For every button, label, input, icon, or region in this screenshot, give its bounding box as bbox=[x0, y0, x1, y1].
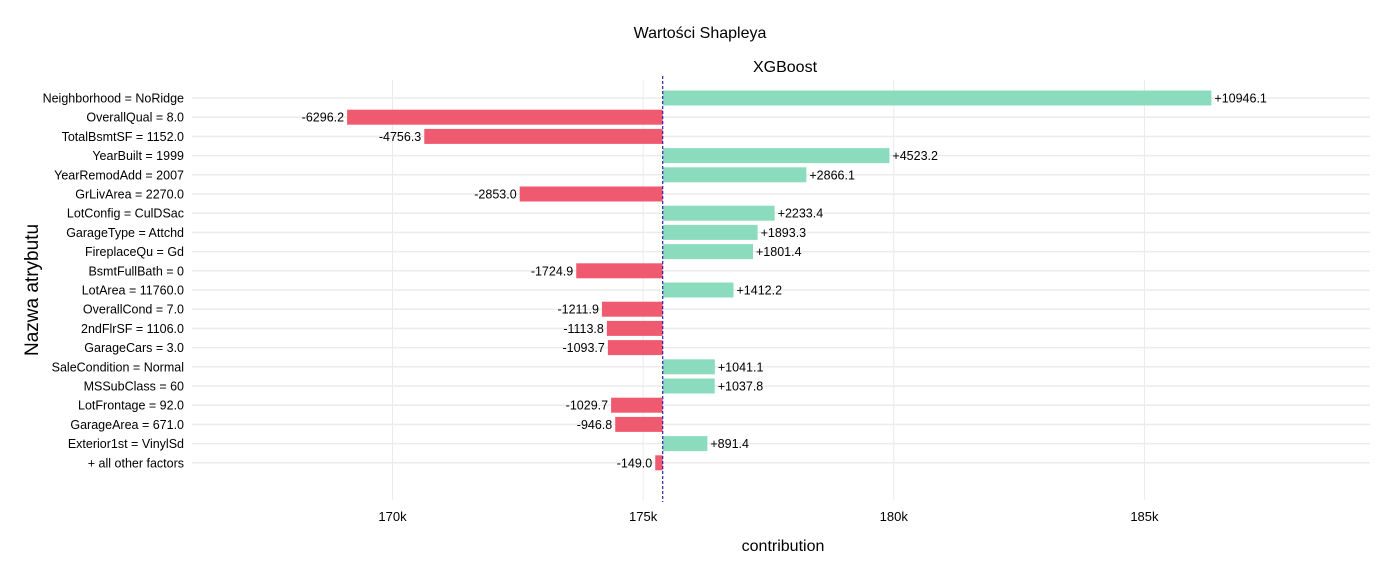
contribution-bar bbox=[611, 397, 663, 413]
y-category-label: + all other factors bbox=[88, 456, 184, 470]
contribution-bar bbox=[662, 244, 753, 260]
y-category-label: GarageCars = 3.0 bbox=[84, 341, 184, 355]
contribution-bar bbox=[347, 109, 663, 125]
x-axis-ticks: 170k 175k 180k 185k bbox=[378, 509, 1159, 524]
y-category-label: Neighborhood = NoRidge bbox=[43, 92, 184, 106]
y-category-label: OverallCond = 7.0 bbox=[83, 303, 184, 317]
y-category-label: BsmtFullBath = 0 bbox=[88, 264, 184, 278]
y-category-label: TotalBsmtSF = 1152.0 bbox=[62, 130, 184, 144]
x-axis-title: contribution bbox=[742, 538, 825, 555]
contribution-bar bbox=[519, 186, 663, 202]
contribution-bar bbox=[576, 263, 663, 279]
contribution-bar bbox=[607, 340, 663, 356]
bar-value-label: -2853.0 bbox=[474, 188, 516, 202]
bar-value-label: -4756.3 bbox=[379, 130, 421, 144]
bar-value-label: +2866.1 bbox=[809, 168, 855, 182]
bar-value-label: -1211.9 bbox=[557, 303, 599, 317]
bar-value-label: -1724.9 bbox=[531, 264, 573, 278]
bar-value-label: +1037.8 bbox=[718, 380, 764, 394]
contribution-bar bbox=[662, 359, 715, 375]
bar-value-label: +891.4 bbox=[710, 437, 749, 451]
y-category-label: LotFrontage = 92.0 bbox=[78, 399, 184, 413]
y-category-label: GarageArea = 671.0 bbox=[70, 418, 184, 432]
contribution-bar bbox=[615, 416, 663, 432]
bar-value-label: +2233.4 bbox=[778, 207, 824, 221]
x-tick-label: 170k bbox=[378, 509, 407, 524]
bar-value-label: +1041.1 bbox=[718, 360, 764, 374]
contribution-bar bbox=[606, 320, 663, 336]
bar-value-label: -1113.8 bbox=[563, 322, 604, 336]
y-category-label: YearRemodAdd = 2007 bbox=[54, 168, 184, 182]
y-category-label: GrLivArea = 2270.0 bbox=[75, 188, 184, 202]
y-axis-title: Nazwa atrybutu bbox=[22, 224, 43, 356]
chart-subtitle: XGBoost bbox=[753, 59, 818, 76]
bar-value-label: -149.0 bbox=[617, 456, 652, 470]
bar-value-label: +1801.4 bbox=[756, 245, 802, 259]
bar-value-label: +10946.1 bbox=[1214, 92, 1267, 106]
contribution-bar bbox=[601, 301, 663, 317]
y-category-label: 2ndFlrSF = 1106.0 bbox=[81, 322, 184, 336]
y-category-label: MSSubClass = 60 bbox=[84, 380, 184, 394]
contribution-bar bbox=[662, 378, 715, 394]
contribution-bar bbox=[662, 205, 775, 221]
bar-value-label: -946.8 bbox=[577, 418, 612, 432]
bars-layer bbox=[347, 90, 1212, 471]
labels-layer: Neighborhood = NoRidge +10946.1 OverallQua… bbox=[43, 92, 1267, 471]
y-category-label: LotConfig = CulDSac bbox=[67, 207, 184, 221]
bar-value-label: +1893.3 bbox=[761, 226, 807, 240]
y-category-label: Exterior1st = VinylSd bbox=[68, 437, 184, 451]
contribution-bar bbox=[662, 90, 1212, 106]
y-category-label: LotArea = 11760.0 bbox=[82, 284, 184, 298]
y-category-label: SaleCondition = Normal bbox=[52, 360, 184, 374]
bar-value-label: +4523.2 bbox=[892, 149, 938, 163]
bar-value-label: +1412.2 bbox=[736, 284, 782, 298]
y-category-label: FireplaceQu = Gd bbox=[85, 245, 184, 259]
contribution-bar bbox=[662, 167, 807, 183]
contribution-bar bbox=[662, 224, 758, 240]
contribution-bar bbox=[662, 282, 734, 298]
x-tick-label: 175k bbox=[629, 509, 658, 524]
x-tick-label: 185k bbox=[1130, 509, 1159, 524]
x-tick-label: 180k bbox=[880, 509, 909, 524]
y-category-label: YearBuilt = 1999 bbox=[92, 149, 184, 163]
contribution-bar bbox=[662, 436, 708, 452]
contribution-bar bbox=[655, 455, 663, 471]
y-category-label: OverallQual = 8.0 bbox=[86, 111, 184, 125]
contribution-bar bbox=[424, 128, 663, 144]
y-category-label: GarageType = Attchd bbox=[66, 226, 184, 240]
contribution-bar bbox=[662, 148, 890, 164]
bar-value-label: -1093.7 bbox=[562, 341, 604, 355]
bar-value-label: -6296.2 bbox=[302, 111, 344, 125]
chart-title: Wartości Shapleya bbox=[634, 25, 767, 42]
bar-value-label: -1029.7 bbox=[566, 399, 608, 413]
